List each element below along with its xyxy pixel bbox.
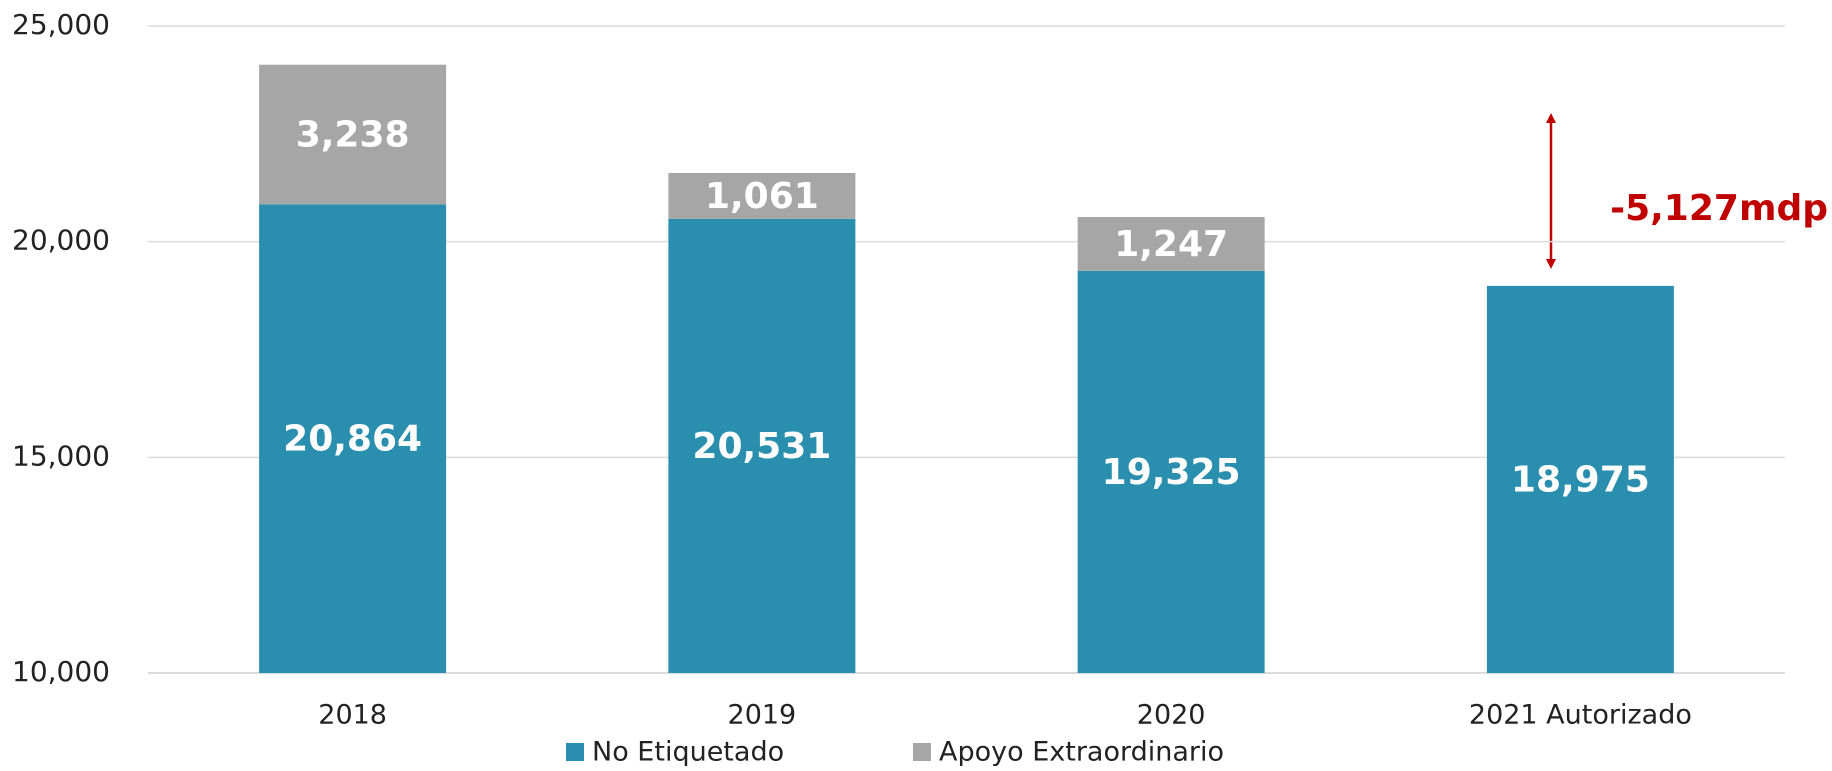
bar-segment (1077, 216, 1265, 271)
legend-label: Apoyo Extraordinario (939, 737, 1224, 768)
bar-segment (668, 172, 856, 219)
y-tick-label: 20,000 (12, 224, 110, 257)
value-label: 3,238 (296, 115, 410, 156)
x-tick-label: 2019 (728, 700, 797, 731)
bar-segment (1077, 270, 1265, 673)
bar-segment (259, 64, 447, 205)
value-label: 1,061 (705, 176, 819, 217)
value-label: 18,975 (1511, 459, 1650, 500)
value-label: 20,531 (692, 426, 831, 467)
x-tick-label: 2018 (318, 700, 387, 731)
annotation: -5,127mdp (1610, 188, 1828, 229)
bar-segment (1486, 285, 1674, 673)
y-tick-label: 15,000 (12, 439, 110, 472)
y-tick-label: 10,000 (12, 655, 110, 688)
legend-label: No Etiquetado (592, 737, 784, 768)
legend-swatch (566, 743, 584, 761)
value-label: 1,247 (1114, 224, 1228, 265)
value-label: 19,325 (1102, 452, 1241, 493)
bar-segment (259, 204, 447, 673)
value-label: 20,864 (283, 419, 422, 460)
legend-swatch (913, 743, 931, 761)
x-tick-label: 2020 (1137, 700, 1206, 731)
y-tick-label: 25,000 (12, 8, 110, 41)
x-tick-label: 2021 Autorizado (1469, 700, 1692, 731)
bar-segment (668, 218, 856, 673)
